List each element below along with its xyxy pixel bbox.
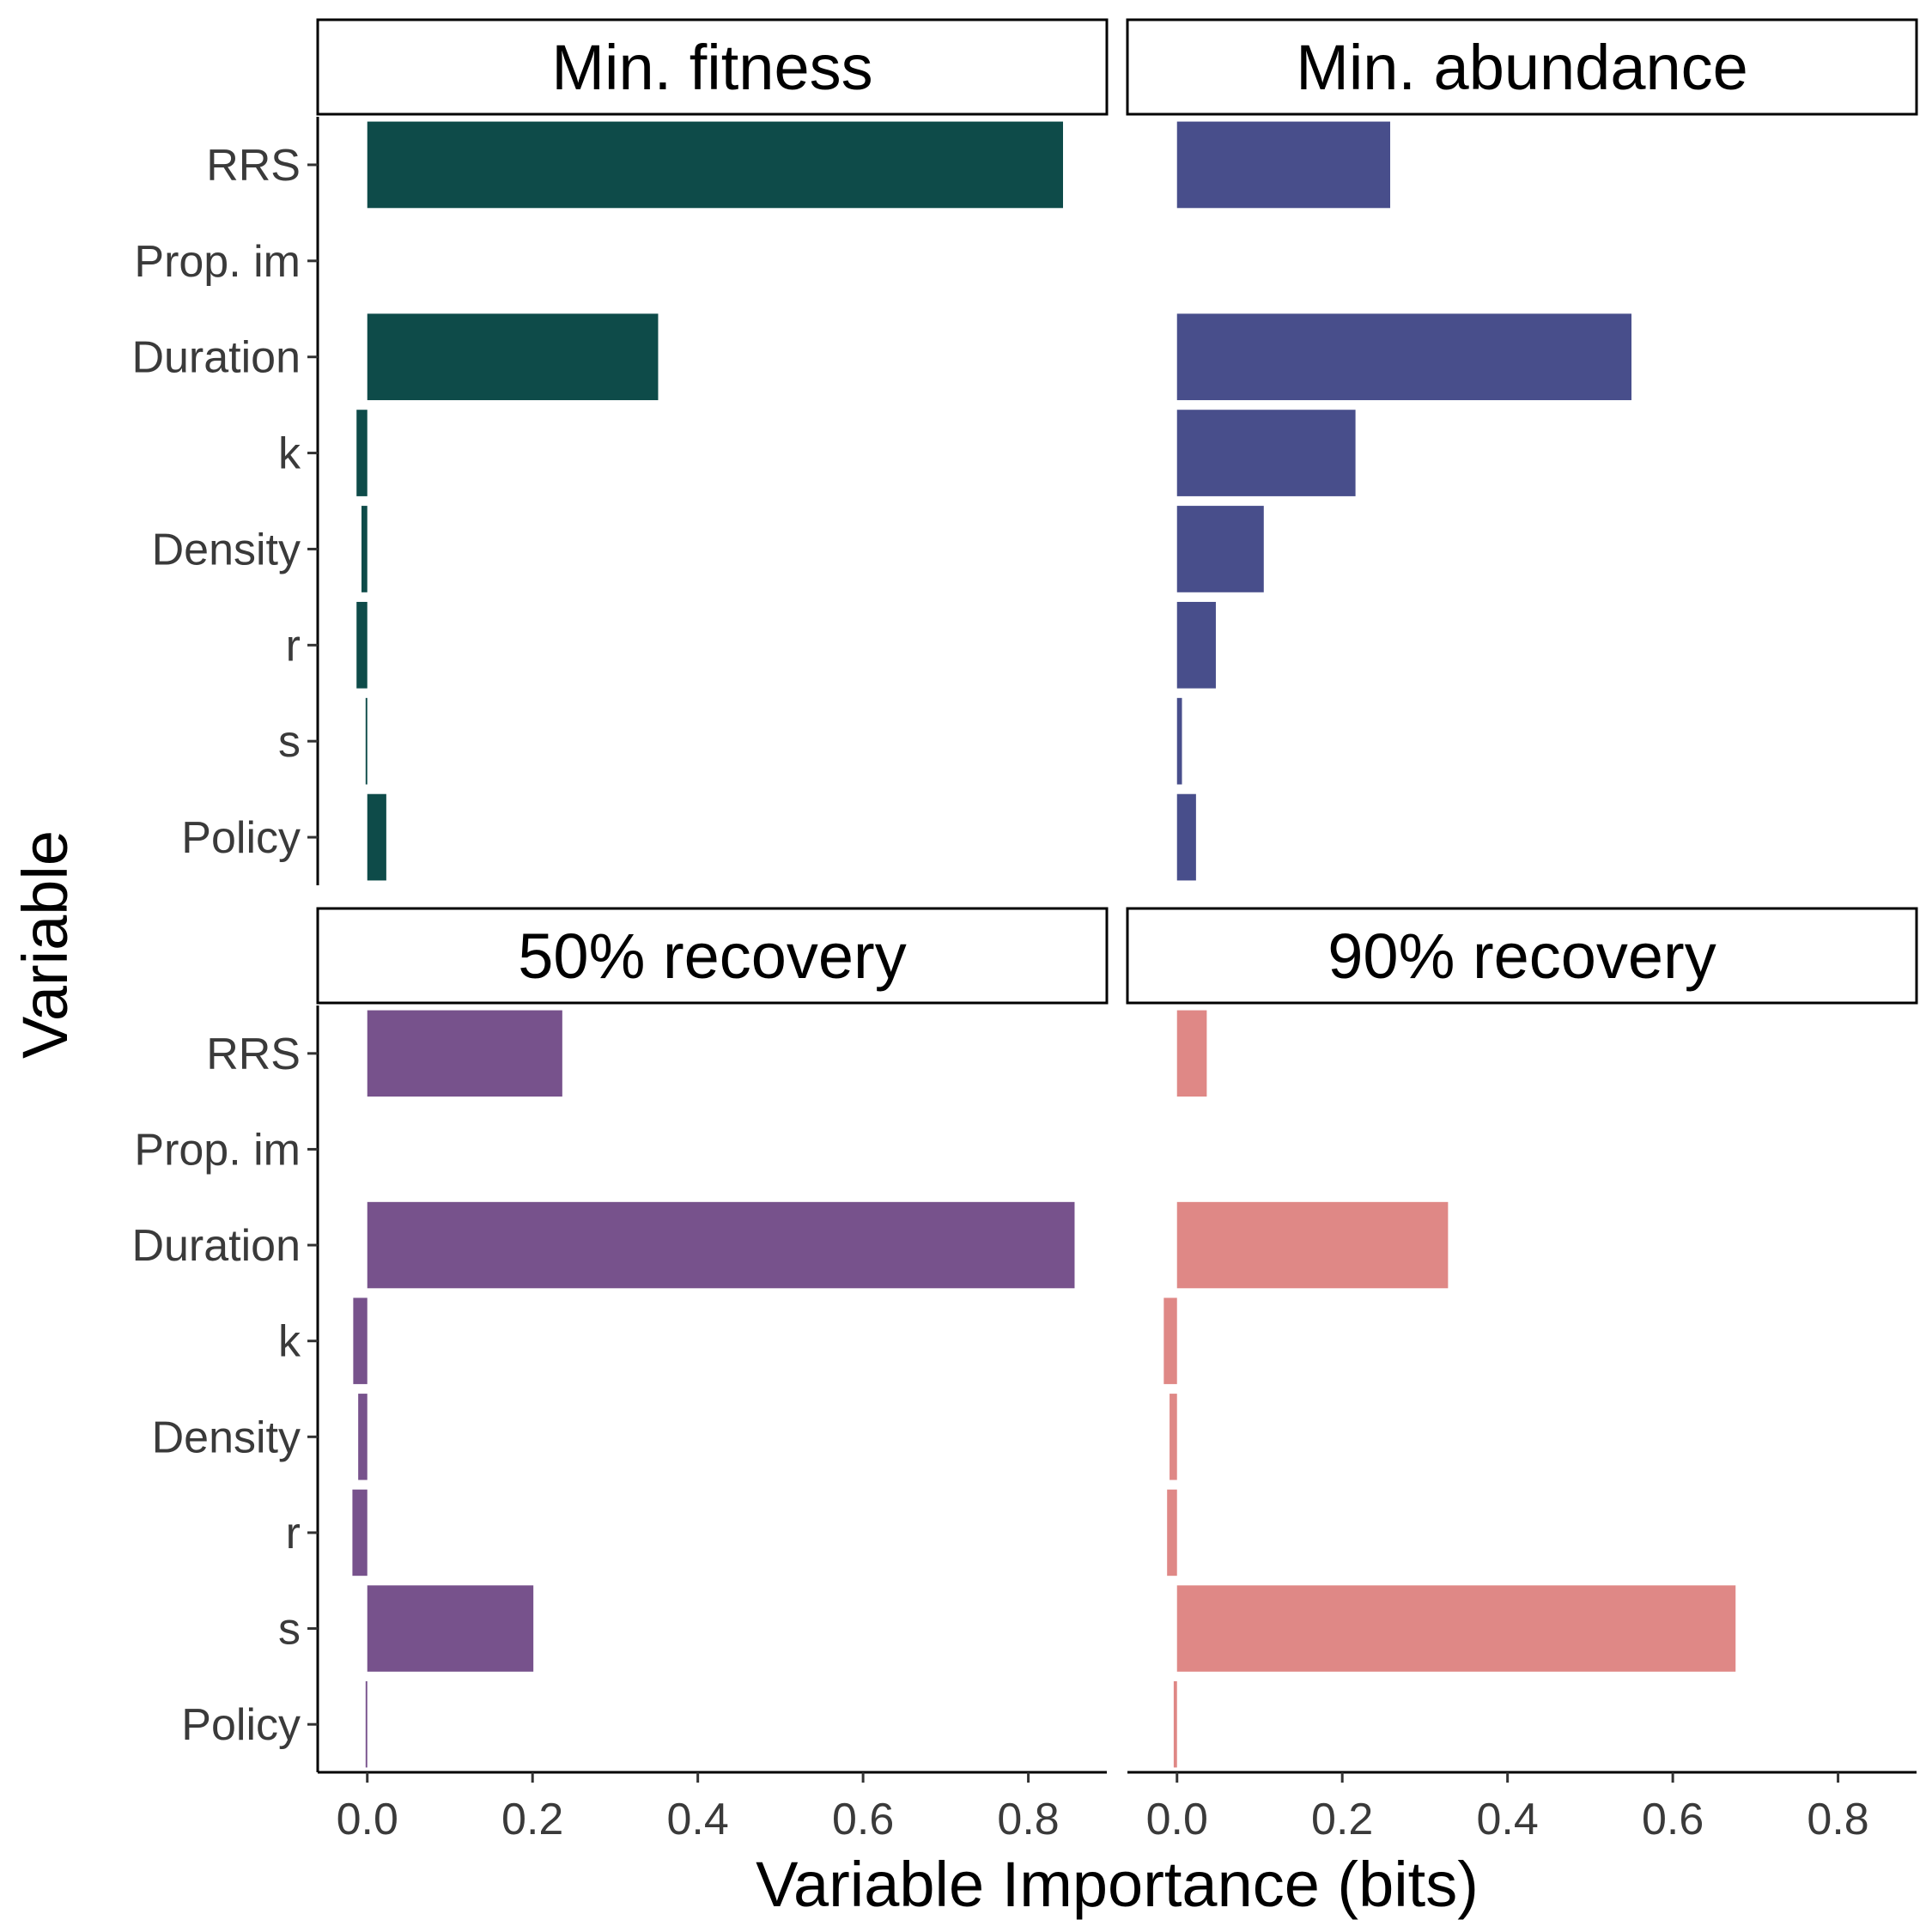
y-tick-label: k bbox=[278, 1317, 301, 1367]
facet-strip bbox=[1126, 18, 1918, 116]
x-tick-label: 0.8 bbox=[1807, 1795, 1868, 1844]
bar bbox=[1176, 1201, 1449, 1289]
facet-title: 50% recovery bbox=[518, 920, 906, 992]
y-axis-title: Variable bbox=[9, 830, 81, 1059]
bar bbox=[1176, 121, 1391, 209]
bar bbox=[367, 1585, 534, 1672]
y-tick-label: s bbox=[278, 1605, 301, 1655]
x-tick-label: 0.4 bbox=[667, 1795, 729, 1844]
y-tick-label: s bbox=[278, 717, 301, 767]
bar bbox=[367, 1010, 562, 1097]
bar bbox=[367, 793, 386, 881]
bar bbox=[358, 1394, 368, 1480]
y-tick-label: RRS bbox=[206, 141, 301, 191]
y-tick-label: Duration bbox=[131, 1221, 301, 1271]
bar bbox=[367, 1201, 1075, 1289]
bar bbox=[361, 506, 368, 592]
facet-strip bbox=[316, 907, 1109, 1005]
bar bbox=[1163, 1297, 1177, 1384]
bar bbox=[352, 1489, 368, 1577]
x-tick-label: 0.8 bbox=[997, 1795, 1059, 1844]
x-tick-label: 0.2 bbox=[1311, 1795, 1373, 1844]
bar bbox=[1176, 697, 1182, 785]
bar bbox=[1176, 410, 1356, 496]
y-tick-label: Policy bbox=[181, 1700, 301, 1750]
x-tick-label: 0.0 bbox=[337, 1795, 398, 1844]
bar bbox=[365, 1680, 368, 1768]
bar bbox=[1167, 1489, 1177, 1577]
bar bbox=[1176, 506, 1264, 592]
facet-title: Min. fitness bbox=[551, 32, 872, 103]
x-tick-label: 0.4 bbox=[1477, 1795, 1539, 1844]
x-tick-label: 0.2 bbox=[501, 1795, 563, 1844]
y-tick-label: RRS bbox=[206, 1030, 301, 1079]
y-tick-label: r bbox=[286, 621, 301, 671]
facet-strip bbox=[316, 18, 1109, 116]
bar bbox=[365, 697, 368, 785]
y-tick-label: Policy bbox=[181, 813, 301, 863]
x-tick-label: 0.6 bbox=[832, 1795, 894, 1844]
facet-strip bbox=[1126, 907, 1918, 1005]
facet-title: Min. abundance bbox=[1296, 32, 1748, 103]
bar bbox=[353, 1297, 368, 1384]
bar bbox=[1176, 313, 1632, 401]
bar bbox=[356, 410, 368, 496]
bar bbox=[1176, 1010, 1207, 1097]
bar bbox=[356, 601, 368, 689]
y-tick-label: Prop. im bbox=[134, 1125, 301, 1175]
y-tick-label: r bbox=[286, 1509, 301, 1558]
facet-title: 90% recovery bbox=[1327, 920, 1716, 992]
bar bbox=[367, 121, 1063, 209]
bar bbox=[1176, 1585, 1736, 1672]
bar bbox=[367, 313, 659, 401]
bar bbox=[1176, 601, 1216, 689]
x-axis-title: Variable Importance (bits) bbox=[756, 1849, 1479, 1920]
bar bbox=[1173, 1680, 1177, 1768]
x-tick-label: 0.0 bbox=[1146, 1795, 1208, 1844]
y-tick-label: Duration bbox=[131, 333, 301, 383]
x-tick-label: 0.6 bbox=[1642, 1795, 1704, 1844]
y-tick-label: Density bbox=[152, 1413, 301, 1462]
y-tick-label: Density bbox=[152, 525, 301, 574]
y-tick-label: k bbox=[278, 429, 301, 479]
bar bbox=[1176, 793, 1196, 881]
y-tick-label: Prop. im bbox=[134, 237, 301, 287]
bar bbox=[1170, 1394, 1177, 1480]
